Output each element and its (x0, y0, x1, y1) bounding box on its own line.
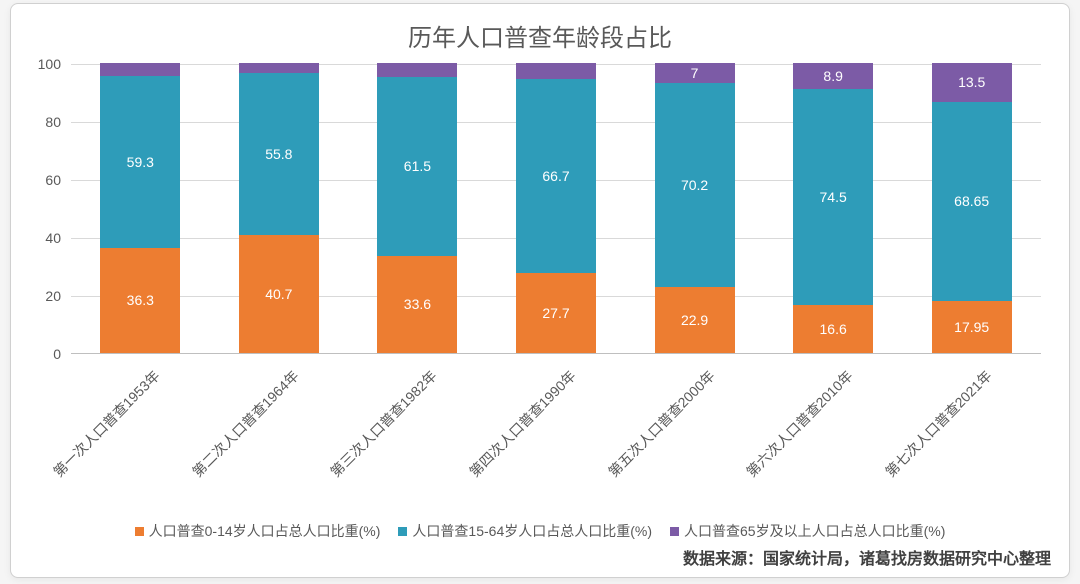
bar-segment: 16.6 (793, 305, 873, 353)
bar-value-label: 61.5 (404, 158, 431, 174)
chart-container: 历年人口普查年龄段占比 0 20 40 60 80 100 36.3 59.3 4.4 40.7 5… (10, 3, 1070, 578)
bar-value-label: 68.65 (954, 193, 989, 209)
bar-segment: 36.3 (100, 248, 180, 353)
x-tick-label: 第一次人口普查1953年 (37, 366, 164, 493)
bar-group: 16.6 74.5 8.9 (793, 64, 873, 353)
x-tick-label: 第三次人口普查1982年 (314, 366, 441, 493)
bar-value-label: 17.95 (954, 319, 989, 335)
legend-swatch (398, 527, 407, 536)
bar-value-label: 27.7 (542, 305, 569, 321)
bar-segment: 3.6 (239, 63, 319, 73)
chart-title: 历年人口普查年龄段占比 (11, 4, 1069, 53)
bar-segment: 4.9 (377, 63, 457, 77)
bar-segment: 4.4 (100, 63, 180, 76)
bar-value-label: 74.5 (820, 189, 847, 205)
y-tick-label: 40 (21, 230, 61, 246)
legend-item: 人口普查65岁及以上人口占总人口比重(%) (670, 521, 945, 541)
y-tick-label: 60 (21, 172, 61, 188)
y-tick-label: 80 (21, 114, 61, 130)
bar-segment: 70.2 (655, 83, 735, 287)
bar-value-label: 4.4 (100, 49, 180, 65)
bar-segment: 7 (655, 63, 735, 83)
legend: 人口普查0-14岁人口占总人口比重(%) 人口普查15-64岁人口占总人口比重(%… (11, 521, 1069, 541)
bar-segment: 55.8 (239, 73, 319, 235)
bar-value-label: 40.7 (265, 286, 292, 302)
y-tick-label: 100 (21, 56, 61, 72)
x-tick-label: 第七次人口普查2021年 (869, 366, 996, 493)
x-tick-label: 第五次人口普查2000年 (591, 366, 718, 493)
bar-value-label: 8.9 (823, 68, 842, 84)
bar-value-label: 13.5 (958, 74, 985, 90)
legend-item: 人口普查15-64岁人口占总人口比重(%) (398, 521, 652, 541)
legend-item: 人口普查0-14岁人口占总人口比重(%) (135, 521, 381, 541)
bar-value-label: 66.7 (542, 168, 569, 184)
bar-segment: 5.6 (516, 63, 596, 79)
bar-segment: 8.9 (793, 63, 873, 89)
bar-segment: 61.5 (377, 77, 457, 255)
bar-value-label: 59.3 (127, 154, 154, 170)
bar-value-label: 3.6 (239, 49, 319, 65)
bar-value-label: 36.3 (127, 292, 154, 308)
bar-value-label: 22.9 (681, 312, 708, 328)
bar-segment: 33.6 (377, 256, 457, 353)
y-tick-label: 0 (21, 346, 61, 362)
bar-segment: 17.95 (932, 301, 1012, 353)
bar-value-label: 55.8 (265, 146, 292, 162)
x-tick-label: 第四次人口普查1990年 (453, 366, 580, 493)
bar-group: 22.9 70.2 7 (655, 64, 735, 353)
legend-label: 人口普查0-14岁人口占总人口比重(%) (149, 521, 381, 541)
bar-group: 36.3 59.3 4.4 (100, 64, 180, 353)
x-tick-label: 第六次人口普查2010年 (730, 366, 857, 493)
bar-value-label: 16.6 (820, 321, 847, 337)
legend-swatch (670, 527, 679, 536)
bar-value-label: 7 (691, 65, 699, 81)
legend-label: 人口普查15-64岁人口占总人口比重(%) (412, 521, 652, 541)
bar-segment: 74.5 (793, 89, 873, 305)
legend-swatch (135, 527, 144, 536)
bar-value-label: 70.2 (681, 177, 708, 193)
data-source: 数据来源：国家统计局，诸葛找房数据研究中心整理 (683, 545, 1051, 569)
bar-segment: 66.7 (516, 79, 596, 272)
bar-segment: 59.3 (100, 76, 180, 248)
bar-segment: 13.5 (932, 63, 1012, 102)
legend-label: 人口普查65岁及以上人口占总人口比重(%) (684, 521, 945, 541)
bar-group: 33.6 61.5 4.9 (377, 64, 457, 353)
bar-segment: 40.7 (239, 235, 319, 353)
plot-area: 02040608010036.359.34.440.755.83.633.661… (71, 64, 1041, 354)
bar-group: 27.7 66.7 5.6 (516, 64, 596, 353)
bar-segment: 68.65 (932, 102, 1012, 301)
x-tick-label: 第二次人口普查1964年 (176, 366, 303, 493)
bar-value-label: 4.9 (377, 49, 457, 65)
bar-group: 17.95 68.65 13.5 (932, 64, 1012, 353)
bar-segment: 22.9 (655, 287, 735, 353)
bar-segment: 27.7 (516, 273, 596, 353)
bar-value-label: 33.6 (404, 296, 431, 312)
y-tick-label: 20 (21, 288, 61, 304)
bar-value-label: 5.6 (516, 49, 596, 65)
bar-group: 40.7 55.8 3.6 (239, 64, 319, 353)
